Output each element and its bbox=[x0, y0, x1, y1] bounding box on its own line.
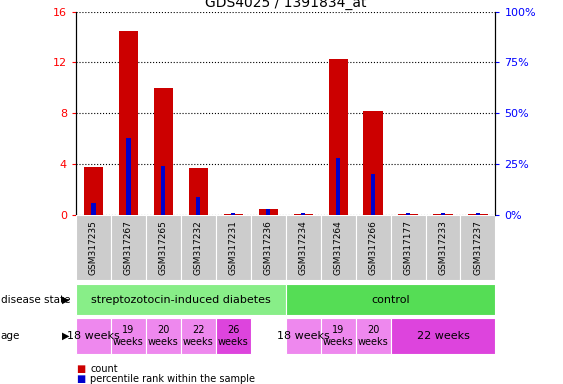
Bar bbox=[336, 158, 340, 215]
Text: GSM317266: GSM317266 bbox=[369, 220, 378, 275]
Text: GSM317264: GSM317264 bbox=[334, 220, 343, 275]
Text: GSM317265: GSM317265 bbox=[159, 220, 168, 275]
FancyBboxPatch shape bbox=[321, 318, 356, 354]
FancyBboxPatch shape bbox=[216, 318, 251, 354]
Text: GSM317177: GSM317177 bbox=[404, 220, 413, 275]
Text: percentile rank within the sample: percentile rank within the sample bbox=[90, 374, 255, 384]
Bar bbox=[258, 209, 278, 215]
Text: 18 weeks: 18 weeks bbox=[67, 331, 120, 341]
FancyBboxPatch shape bbox=[111, 318, 146, 354]
Text: GSM317232: GSM317232 bbox=[194, 220, 203, 275]
Text: 19
weeks: 19 weeks bbox=[323, 325, 354, 347]
Text: GSM317236: GSM317236 bbox=[263, 220, 272, 275]
FancyBboxPatch shape bbox=[76, 284, 285, 315]
Bar bbox=[468, 214, 488, 215]
FancyBboxPatch shape bbox=[285, 284, 495, 315]
Text: GSM317231: GSM317231 bbox=[229, 220, 238, 275]
Text: 19
weeks: 19 weeks bbox=[113, 325, 144, 347]
FancyBboxPatch shape bbox=[356, 318, 391, 354]
Bar bbox=[91, 203, 96, 215]
FancyBboxPatch shape bbox=[111, 215, 146, 280]
FancyBboxPatch shape bbox=[285, 215, 321, 280]
FancyBboxPatch shape bbox=[461, 215, 495, 280]
Bar bbox=[434, 214, 453, 215]
Bar bbox=[329, 59, 348, 215]
FancyBboxPatch shape bbox=[356, 215, 391, 280]
Title: GDS4025 / 1391834_at: GDS4025 / 1391834_at bbox=[205, 0, 367, 10]
Text: 20
weeks: 20 weeks bbox=[358, 325, 388, 347]
Text: count: count bbox=[90, 364, 118, 374]
Bar bbox=[189, 168, 208, 215]
FancyBboxPatch shape bbox=[391, 215, 426, 280]
Bar bbox=[231, 213, 235, 215]
Text: 18 weeks: 18 weeks bbox=[277, 331, 329, 341]
Bar bbox=[119, 31, 138, 215]
FancyBboxPatch shape bbox=[146, 318, 181, 354]
Bar bbox=[293, 214, 313, 215]
Bar bbox=[266, 209, 270, 215]
FancyBboxPatch shape bbox=[285, 318, 321, 354]
Bar bbox=[126, 138, 131, 215]
Bar bbox=[154, 88, 173, 215]
FancyBboxPatch shape bbox=[251, 215, 285, 280]
Bar bbox=[196, 197, 200, 215]
Text: age: age bbox=[1, 331, 20, 341]
Text: ▶: ▶ bbox=[62, 295, 69, 305]
Text: ▶: ▶ bbox=[62, 331, 69, 341]
Text: GSM317233: GSM317233 bbox=[439, 220, 448, 275]
Bar bbox=[399, 214, 418, 215]
FancyBboxPatch shape bbox=[146, 215, 181, 280]
FancyBboxPatch shape bbox=[76, 215, 111, 280]
Bar bbox=[441, 213, 445, 215]
Bar bbox=[224, 214, 243, 215]
Text: disease state: disease state bbox=[1, 295, 70, 305]
Text: GSM317235: GSM317235 bbox=[89, 220, 98, 275]
Text: 26
weeks: 26 weeks bbox=[218, 325, 249, 347]
Text: GSM317267: GSM317267 bbox=[124, 220, 133, 275]
Bar bbox=[364, 111, 383, 215]
Text: GSM317237: GSM317237 bbox=[473, 220, 482, 275]
FancyBboxPatch shape bbox=[76, 318, 111, 354]
FancyBboxPatch shape bbox=[321, 215, 356, 280]
Text: control: control bbox=[371, 295, 410, 305]
Text: streptozotocin-induced diabetes: streptozotocin-induced diabetes bbox=[91, 295, 271, 305]
Text: 22 weeks: 22 weeks bbox=[417, 331, 470, 341]
Text: ■: ■ bbox=[76, 364, 85, 374]
Bar bbox=[301, 213, 305, 215]
FancyBboxPatch shape bbox=[216, 215, 251, 280]
Text: 20
weeks: 20 weeks bbox=[148, 325, 179, 347]
Bar bbox=[406, 213, 410, 215]
Text: GSM317234: GSM317234 bbox=[299, 220, 308, 275]
Bar bbox=[161, 166, 166, 215]
FancyBboxPatch shape bbox=[391, 318, 495, 354]
Text: ■: ■ bbox=[76, 374, 85, 384]
FancyBboxPatch shape bbox=[426, 215, 461, 280]
Text: 22
weeks: 22 weeks bbox=[183, 325, 214, 347]
FancyBboxPatch shape bbox=[181, 215, 216, 280]
Bar bbox=[371, 174, 375, 215]
FancyBboxPatch shape bbox=[181, 318, 216, 354]
Bar bbox=[84, 167, 103, 215]
Bar bbox=[476, 213, 480, 215]
